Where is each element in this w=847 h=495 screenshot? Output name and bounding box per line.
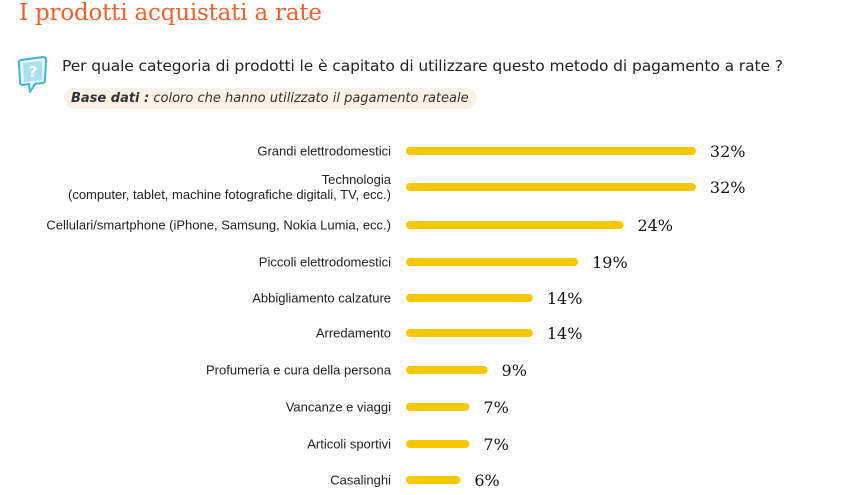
category-label-7: Profumeria e cura della persona xyxy=(206,363,392,378)
bar-5 xyxy=(406,294,533,302)
bar-6 xyxy=(406,329,533,337)
svg-text:?: ? xyxy=(29,63,38,81)
value-label-2: 32% xyxy=(710,178,746,197)
base-data-note: Base dati : coloro che hanno utilizzato … xyxy=(64,88,477,109)
question-bubble-icon: ? xyxy=(18,56,48,100)
bar-1 xyxy=(406,147,696,155)
bar-9 xyxy=(406,440,470,448)
bar-8 xyxy=(406,403,470,411)
category-label-5: Abbigliamento calzature xyxy=(252,291,391,306)
category-label-10: Casalinghi xyxy=(330,473,391,488)
category-label-2: Technologia (computer, tablet, machine fo… xyxy=(68,172,392,202)
category-label-9: Articoli sportivi xyxy=(307,437,391,452)
question-text: Per quale categoria di prodotti le è cap… xyxy=(62,57,783,75)
category-label-6: Arredamento xyxy=(316,326,391,341)
bar-2 xyxy=(406,183,696,191)
bar-3 xyxy=(406,221,624,229)
value-label-10: 6% xyxy=(474,471,499,490)
bar-4 xyxy=(406,258,579,266)
base-data-text: coloro che hanno utilizzato il pagamento… xyxy=(149,91,469,106)
value-label-3: 24% xyxy=(637,216,673,235)
page-title: I prodotti acquistati a rate xyxy=(19,0,322,26)
value-label-1: 32% xyxy=(710,142,746,161)
value-label-9: 7% xyxy=(483,435,508,454)
category-label-1: Grandi elettrodomestici xyxy=(257,144,391,159)
value-label-6: 14% xyxy=(547,324,583,343)
base-data-label: Base dati : xyxy=(71,91,150,106)
bar-7 xyxy=(406,366,488,374)
category-label-8: Vancanze e viaggi xyxy=(286,400,391,415)
category-label-4: Piccoli elettrodomestici xyxy=(259,255,391,270)
value-label-8: 7% xyxy=(483,398,508,417)
category-label-3: Cellulari/smartphone (iPhone, Samsung, N… xyxy=(46,218,391,233)
bar-10 xyxy=(406,476,461,484)
value-label-4: 19% xyxy=(592,253,628,272)
value-label-5: 14% xyxy=(547,289,583,308)
value-label-7: 9% xyxy=(502,361,527,380)
